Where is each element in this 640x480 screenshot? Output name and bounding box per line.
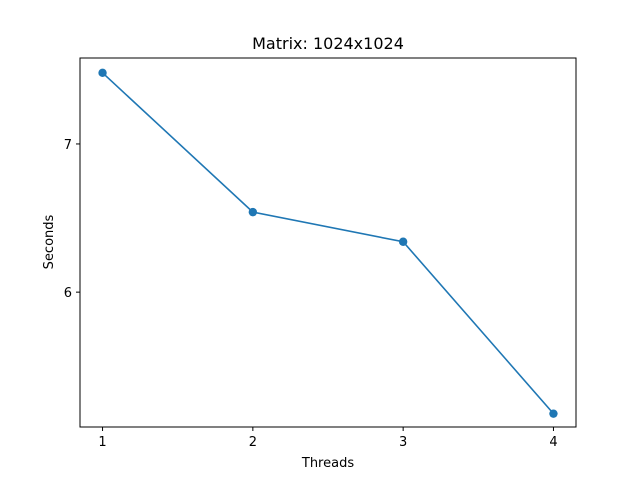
y-tick-label: 7 xyxy=(64,138,72,153)
data-point xyxy=(248,207,258,217)
x-axis-label: Threads xyxy=(301,456,354,471)
chart-title: Matrix: 1024x1024 xyxy=(252,34,404,53)
data-point xyxy=(398,237,408,246)
plot-frame xyxy=(79,57,577,428)
plot-area xyxy=(98,68,558,418)
y-tick-label: 6 xyxy=(64,286,72,301)
data-point xyxy=(549,409,558,418)
x-tick-label: 1 xyxy=(98,435,106,450)
series-line-0 xyxy=(102,72,555,415)
data-point xyxy=(98,68,107,78)
x-tick-label: 2 xyxy=(249,435,257,450)
y-axis: 67 xyxy=(64,138,80,301)
x-tick-label: 3 xyxy=(399,435,407,450)
x-axis: 1 2 3 4 xyxy=(98,427,558,450)
x-tick-label: 4 xyxy=(549,435,557,450)
y-axis-label: Seconds xyxy=(42,214,57,269)
